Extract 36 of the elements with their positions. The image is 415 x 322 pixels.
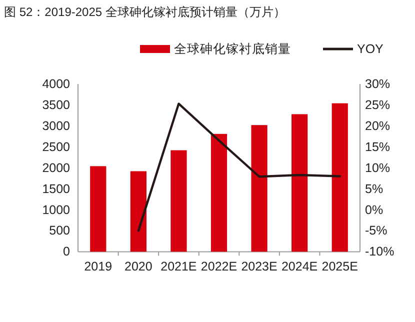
bar bbox=[170, 150, 187, 252]
legend-label: YOY bbox=[357, 42, 384, 56]
x-tick-label: 2022E bbox=[200, 260, 238, 274]
y2-tick-label: -10% bbox=[365, 244, 394, 259]
y2-tick-label: 20% bbox=[365, 118, 390, 133]
x-tick-label: 2019 bbox=[84, 260, 112, 274]
chart-title: 图 52：2019-2025 全球砷化镓衬底预计销量（万片） bbox=[4, 5, 286, 19]
bar bbox=[130, 171, 146, 252]
y-tick-label: 1500 bbox=[42, 182, 70, 196]
bar bbox=[210, 134, 228, 252]
y2-tick-label: -5% bbox=[365, 224, 388, 238]
x-tick-label: 2023E bbox=[241, 260, 278, 274]
bar bbox=[90, 166, 106, 252]
x-tick-label: 2024E bbox=[281, 260, 318, 274]
y2-tick-label: 5% bbox=[365, 182, 384, 196]
y-tick-label: 2000 bbox=[42, 160, 70, 175]
y-tick-label: 4000 bbox=[42, 77, 70, 91]
y2-tick-label: 10% bbox=[365, 160, 390, 175]
y-tick-label: 0 bbox=[63, 244, 70, 259]
bar bbox=[251, 125, 268, 252]
y-tick-label: 500 bbox=[49, 224, 70, 238]
y-tick-label: 3500 bbox=[42, 98, 70, 112]
x-tick-label: 2025E bbox=[322, 260, 358, 274]
y-tick-label: 1000 bbox=[42, 202, 70, 217]
y2-tick-label: 15% bbox=[365, 140, 390, 154]
line-series bbox=[137, 102, 341, 232]
legend-label: 全球砷化镓衬底销量 bbox=[174, 42, 291, 56]
bar bbox=[332, 103, 348, 252]
x-tick-label: 2020 bbox=[124, 260, 152, 274]
y-tick-label: 3000 bbox=[42, 118, 70, 133]
y2-tick-label: 0% bbox=[365, 202, 384, 217]
y2-tick-label: 25% bbox=[365, 98, 390, 112]
bar bbox=[292, 114, 308, 252]
x-tick-label: 2021E bbox=[160, 260, 197, 274]
y2-tick-label: 30% bbox=[365, 77, 390, 91]
y-tick-label: 2500 bbox=[42, 140, 70, 154]
